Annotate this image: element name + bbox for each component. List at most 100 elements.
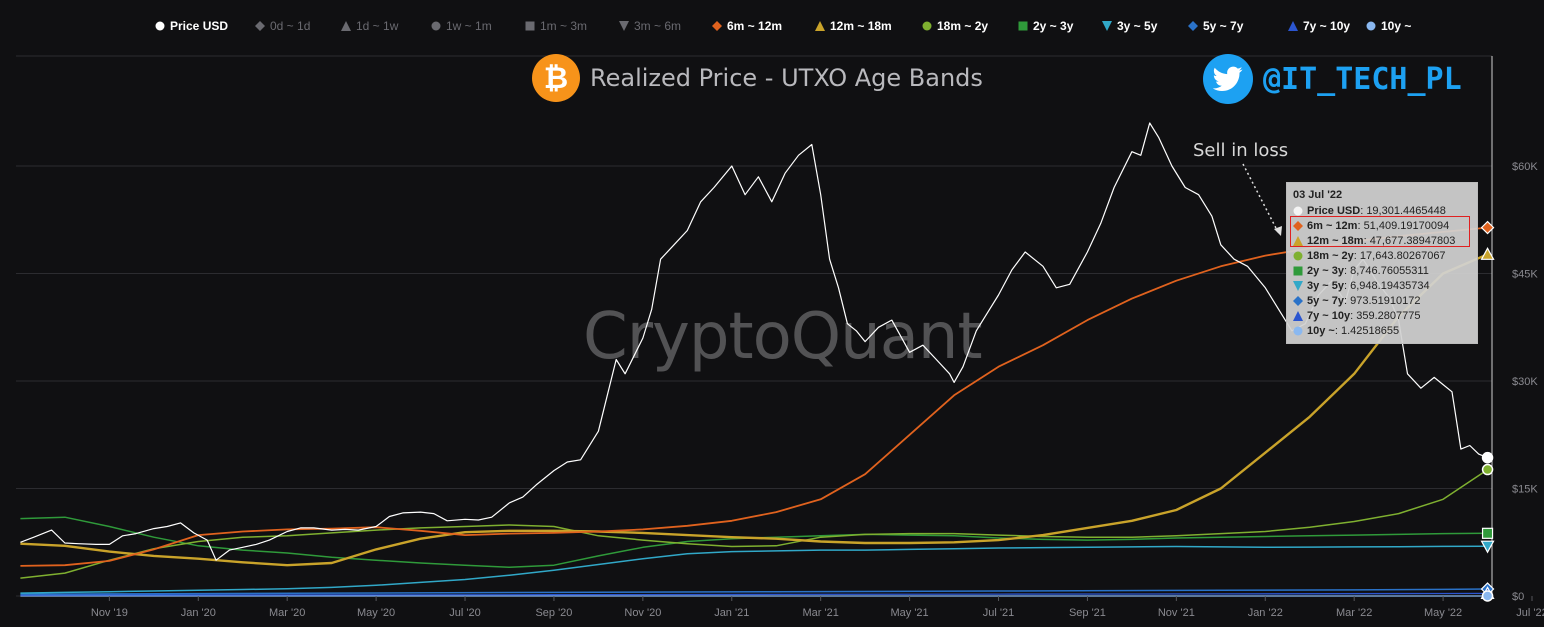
grid — [16, 55, 1493, 597]
tooltip-row-label: 3y ~ 5y — [1307, 279, 1345, 292]
tooltip-row-label: 10y ~ — [1307, 324, 1335, 337]
tooltip-row-label: 6m ~ 12m — [1307, 219, 1358, 232]
series-group — [20, 122, 1489, 597]
legend-item-label: 0d ~ 1d — [270, 19, 311, 33]
chart-header: ₿ Realized Price - UTXO Age Bands — [532, 54, 983, 102]
tooltip-row-label: 18m ~ 2y — [1307, 249, 1354, 262]
series-line — [20, 588, 1488, 595]
legend-item-label: 5y ~ 7y — [1203, 19, 1244, 33]
tooltip-row: 5y ~ 7y: 973.51910172 — [1293, 293, 1477, 308]
series-end-marker — [1481, 527, 1494, 539]
series-line — [20, 516, 1488, 569]
x-tick-label: Mar '22 — [1336, 607, 1372, 619]
x-tick-label: Nov '19 — [91, 607, 128, 619]
tooltip-row-value: : 51,409.19170094 — [1357, 219, 1450, 232]
legend-item[interactable]: 18m ~ 2y — [922, 19, 988, 33]
legend-item[interactable]: 12m ~ 18m — [815, 19, 892, 33]
tooltip-row-label: 12m ~ 18m — [1307, 234, 1364, 247]
series-line — [20, 545, 1488, 594]
legend-item[interactable]: 3y ~ 5y — [1102, 19, 1157, 33]
y-tick-label: $45K — [1512, 269, 1538, 281]
tooltip-row-value: : 973.51910172 — [1344, 294, 1421, 307]
annotation-text: Sell in loss — [1193, 140, 1289, 161]
legend-item[interactable]: 2y ~ 3y — [1018, 19, 1073, 33]
legend-item[interactable]: 6m ~ 12m — [712, 19, 782, 33]
legend-item-label: Price USD — [170, 19, 229, 33]
x-tick-label: Jul '21 — [983, 607, 1014, 619]
x-tick-label: Jan '21 — [714, 607, 749, 619]
series-line — [20, 122, 1488, 561]
bitcoin-icon: ₿ — [532, 54, 580, 102]
x-tick-label: Sep '20 — [535, 607, 572, 619]
series-end-marker — [1481, 463, 1494, 476]
legend-item-label: 2y ~ 3y — [1033, 19, 1074, 33]
twitter-icon — [1203, 54, 1253, 104]
tooltip-row-value: : 17,643.80267067 — [1353, 249, 1446, 262]
tooltip-row-label: 7y ~ 10y — [1307, 309, 1351, 322]
legend-item-label: 12m ~ 18m — [830, 19, 892, 33]
twitter-credit: @IT_TECH_PL — [1203, 54, 1462, 104]
x-tick-label: Mar '20 — [269, 607, 305, 619]
y-tick-label: $15K — [1512, 484, 1538, 496]
tooltip-row-label: 2y ~ 3y — [1307, 264, 1345, 277]
x-tick-label: May '21 — [891, 607, 929, 619]
x-tick-label: May '20 — [357, 607, 395, 619]
legend-item-label: 3m ~ 6m — [634, 19, 682, 33]
legend-item[interactable]: 1d ~ 1w — [341, 19, 398, 33]
x-tick-label: Jan '22 — [1248, 607, 1283, 619]
legend-item-label: 1d ~ 1w — [356, 19, 399, 33]
series-end-markers — [1480, 220, 1495, 602]
y-tick-label: $30K — [1512, 376, 1538, 388]
series-line — [20, 226, 1488, 567]
tooltip-row: 6m ~ 12m: 51,409.19170094 — [1293, 218, 1477, 233]
tooltip: 03 Jul '22 Price USD: 19,301.4465448 6m ~… — [1286, 182, 1478, 344]
chart-title: Realized Price - UTXO Age Bands — [590, 64, 983, 92]
legend-item-label: 3y ~ 5y — [1117, 19, 1158, 33]
legend-item-label: 7y ~ 10y — [1303, 19, 1351, 33]
x-tick-label: Jul '20 — [449, 607, 480, 619]
series-line — [20, 253, 1489, 567]
tooltip-row-value: : 359.2807775 — [1350, 309, 1421, 322]
tooltip-row: Price USD: 19,301.4465448 — [1293, 203, 1477, 218]
legend-item-label: 6m ~ 12m — [727, 19, 783, 33]
y-axis: $0 $15K $30K $45K $60K — [1512, 161, 1538, 603]
series-end-marker — [1480, 540, 1495, 554]
tooltip-row-label: Price USD — [1307, 204, 1361, 217]
legend-item-label: 10y ~ — [1381, 19, 1412, 33]
annotation-arrow — [1242, 163, 1279, 233]
x-tick-label: Mar '21 — [803, 607, 839, 619]
x-tick-label: Sep '21 — [1069, 607, 1106, 619]
tooltip-highlight-box — [1290, 216, 1470, 247]
series-end-marker — [1481, 451, 1494, 464]
legend-item[interactable]: 0d ~ 1d — [255, 19, 310, 33]
legend-item-label: 1m ~ 3m — [540, 19, 588, 33]
annotation-arrowhead — [1274, 226, 1282, 236]
legend-item[interactable]: 1m ~ 3m — [525, 19, 587, 33]
tooltip-row: 3y ~ 5y: 6,948.19435734 — [1293, 278, 1477, 293]
legend-item[interactable]: 5y ~ 7y — [1188, 19, 1243, 33]
x-tick-label: Nov '20 — [624, 607, 661, 619]
series-line — [20, 592, 1488, 596]
legend-item[interactable]: Price USD — [155, 19, 228, 33]
legend-item[interactable]: 7y ~ 10y — [1288, 19, 1350, 33]
tooltip-date: 03 Jul '22 — [1293, 189, 1343, 201]
series-line — [20, 468, 1489, 579]
legend-item[interactable]: 1w ~ 1m — [431, 19, 492, 33]
tooltip-row: 2y ~ 3y: 8,746.76055311 — [1293, 263, 1477, 278]
y-tick-label: $0 — [1512, 591, 1524, 603]
tooltip-row: 12m ~ 18m: 47,677.38947803 — [1293, 233, 1477, 248]
legend-item[interactable]: 10y ~ — [1366, 19, 1411, 33]
tooltip-rows: Price USD: 19,301.4465448 6m ~ 12m: 51,40… — [1293, 203, 1477, 338]
x-axis: Nov '19 Jan '20 Mar '20 May '20 Jul '20 Sep '… — [91, 596, 1544, 619]
series-end-marker — [1480, 247, 1495, 260]
y-tick-label: $60K — [1512, 161, 1538, 173]
series-end-marker — [1480, 220, 1495, 235]
tooltip-row: 10y ~: 1.42518655 — [1293, 323, 1477, 338]
tooltip-row-value: : 1.42518655 — [1334, 324, 1400, 337]
legend-item-label: 1w ~ 1m — [446, 19, 492, 33]
legend: Price USD 0d ~ 1d 1d ~ 1w 1w ~ 1m 1m ~ 3m 3m … — [0, 0, 1544, 56]
legend-item[interactable]: 3m ~ 6m — [619, 19, 681, 33]
tooltip-row-value: : 19,301.4465448 — [1360, 204, 1446, 217]
legend-item-label: 18m ~ 2y — [937, 19, 989, 33]
